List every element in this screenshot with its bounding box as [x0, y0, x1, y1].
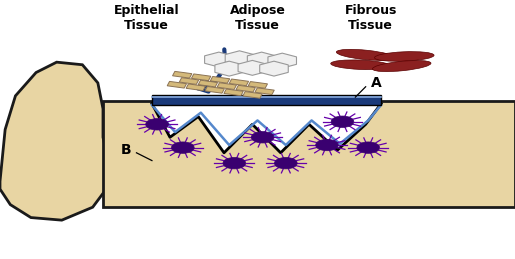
Bar [152, 95, 381, 105]
Text: Adipose
Tissue: Adipose Tissue [230, 4, 285, 32]
Circle shape [223, 157, 246, 169]
Bar [217, 83, 236, 89]
Bar [255, 88, 274, 95]
Bar [229, 79, 249, 86]
Text: A: A [371, 76, 381, 90]
Polygon shape [268, 53, 297, 68]
Polygon shape [0, 62, 108, 220]
Circle shape [146, 119, 168, 130]
Ellipse shape [372, 61, 431, 71]
Bar [243, 92, 262, 98]
Bar [224, 89, 243, 96]
Ellipse shape [336, 49, 395, 60]
Ellipse shape [331, 60, 390, 70]
Bar [167, 81, 186, 88]
Bar [186, 84, 205, 91]
Circle shape [171, 142, 194, 153]
Bar [248, 82, 267, 88]
Polygon shape [215, 61, 244, 76]
Polygon shape [103, 101, 515, 207]
Bar [192, 74, 211, 81]
Circle shape [251, 132, 274, 143]
Polygon shape [247, 52, 276, 67]
Polygon shape [238, 60, 267, 75]
Circle shape [357, 142, 380, 153]
FancyArrowPatch shape [198, 49, 225, 92]
Bar [205, 87, 225, 93]
Polygon shape [204, 52, 233, 67]
Text: Epithelial
Tissue: Epithelial Tissue [114, 4, 180, 32]
Circle shape [316, 139, 338, 151]
Bar [173, 71, 192, 78]
Text: Fibrous
Tissue: Fibrous Tissue [345, 4, 397, 32]
Circle shape [274, 157, 297, 169]
Text: B: B [121, 143, 131, 157]
Polygon shape [225, 51, 254, 66]
Bar [236, 85, 255, 92]
Bar [179, 78, 199, 84]
Ellipse shape [374, 52, 434, 61]
Bar [210, 76, 230, 83]
Bar [198, 80, 217, 87]
Circle shape [331, 116, 354, 127]
Polygon shape [260, 61, 288, 76]
Polygon shape [152, 104, 381, 153]
